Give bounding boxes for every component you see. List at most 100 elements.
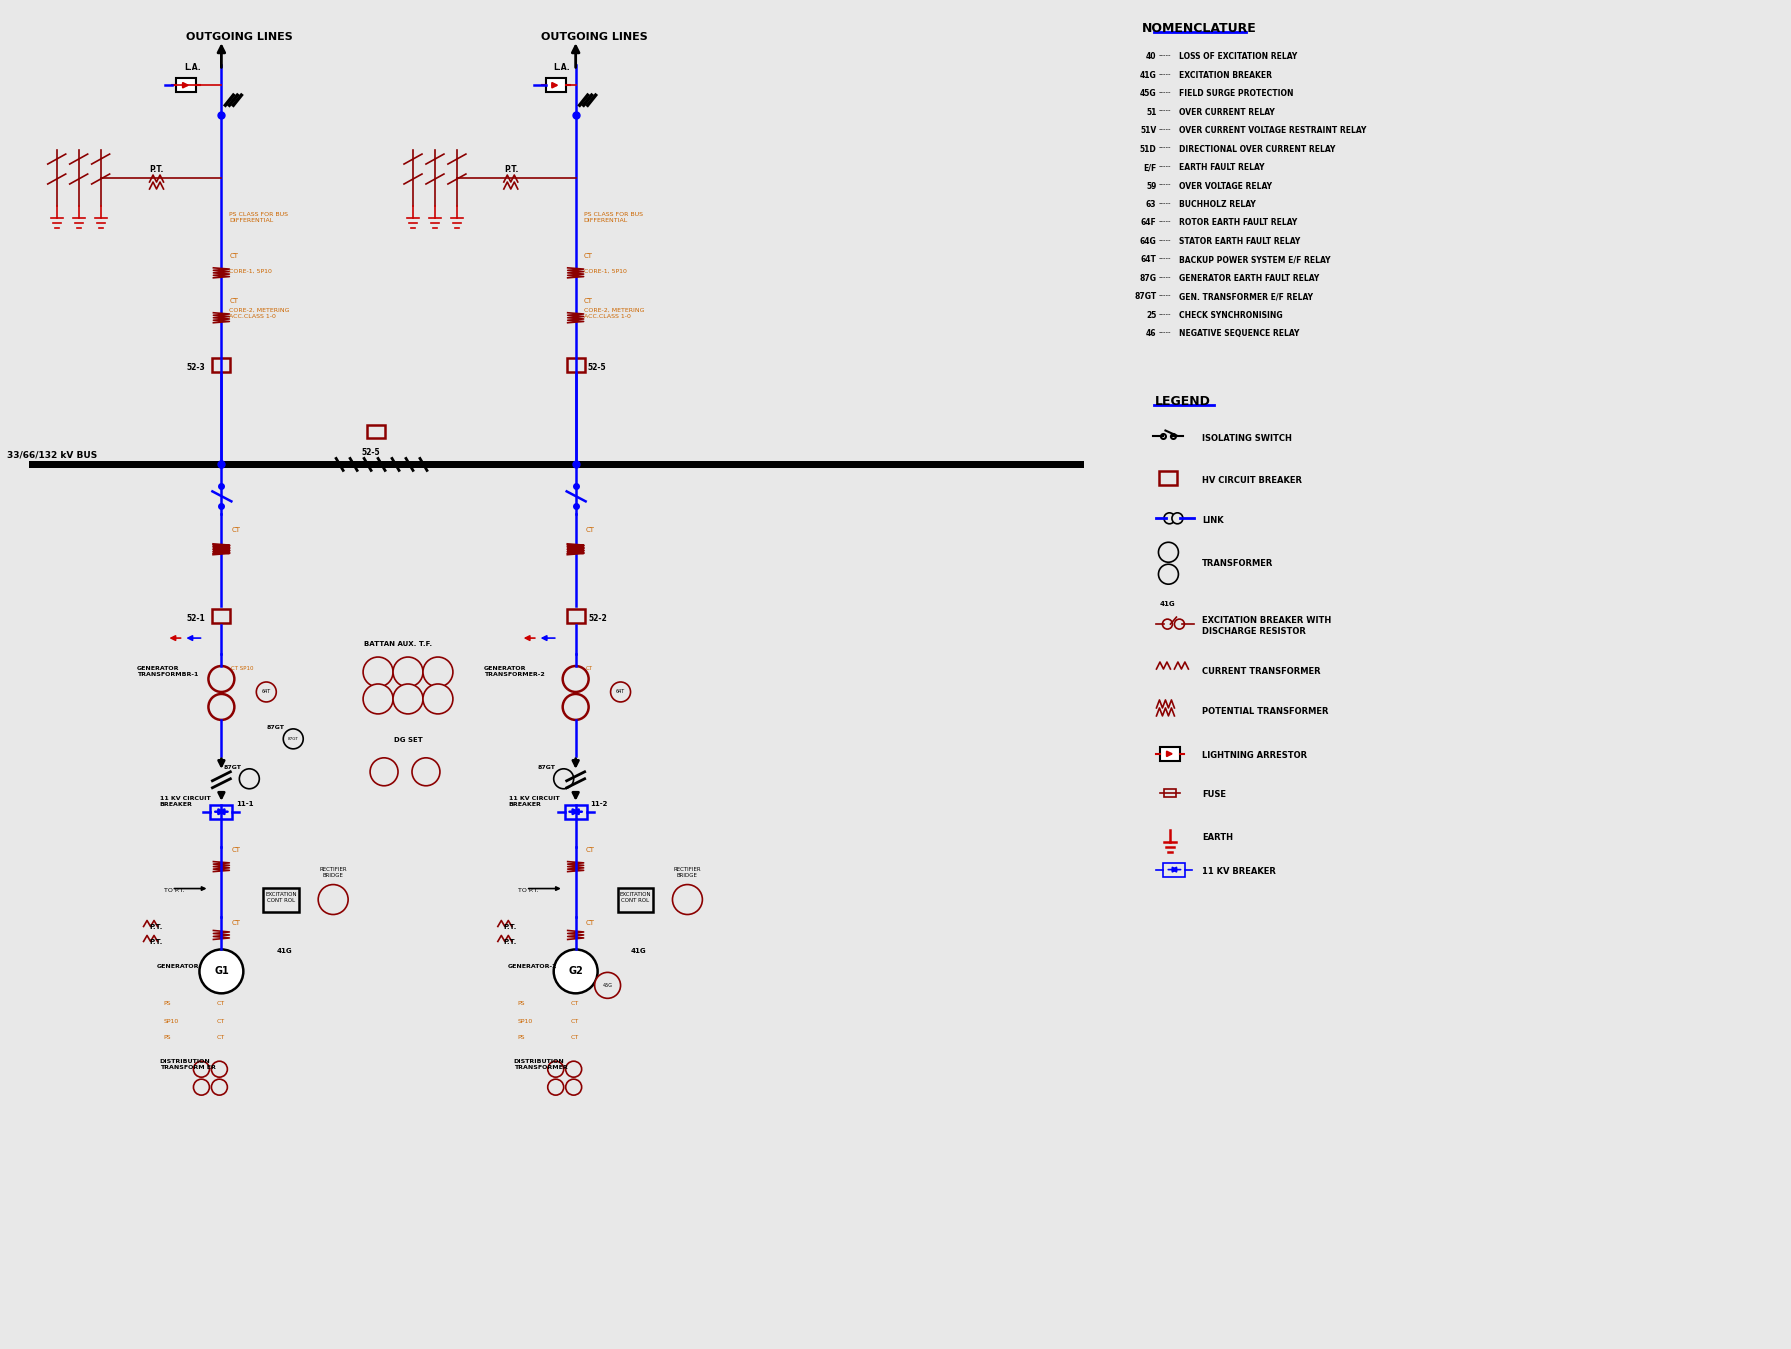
Circle shape	[553, 769, 573, 789]
Circle shape	[1164, 513, 1175, 523]
Text: 45G: 45G	[602, 983, 613, 987]
Text: PS: PS	[163, 1001, 170, 1006]
Text: 64T: 64T	[616, 689, 625, 695]
Text: CT: CT	[584, 298, 593, 304]
Text: 87G: 87G	[1139, 274, 1157, 283]
Text: CT: CT	[217, 1020, 224, 1024]
Text: 51D: 51D	[1139, 144, 1157, 154]
Circle shape	[423, 657, 453, 687]
Text: FIELD SURGE PROTECTION: FIELD SURGE PROTECTION	[1180, 89, 1293, 98]
Text: LIGHTNING ARRESTOR: LIGHTNING ARRESTOR	[1202, 751, 1307, 761]
Circle shape	[256, 683, 276, 701]
Text: CORE-1, 5P10: CORE-1, 5P10	[229, 268, 272, 274]
Text: CT: CT	[231, 920, 240, 927]
Circle shape	[208, 666, 235, 692]
Text: DISTRIBUTION
TRANSFORM ER: DISTRIBUTION TRANSFORM ER	[159, 1059, 215, 1070]
Circle shape	[392, 657, 423, 687]
Text: P.T.: P.T.	[149, 939, 163, 946]
Circle shape	[1159, 542, 1178, 563]
Text: -----: -----	[1159, 125, 1171, 132]
Circle shape	[208, 693, 235, 720]
Text: 46: 46	[1146, 329, 1157, 339]
Text: -----: -----	[1159, 163, 1171, 169]
Circle shape	[1175, 619, 1184, 629]
Text: 52-5: 52-5	[587, 363, 607, 371]
Text: NEGATIVE SEQUENCE RELAY: NEGATIVE SEQUENCE RELAY	[1180, 329, 1300, 339]
Text: -----: -----	[1159, 255, 1171, 262]
Text: CURRENT TRANSFORMER: CURRENT TRANSFORMER	[1202, 666, 1322, 676]
Text: -----: -----	[1159, 89, 1171, 96]
Circle shape	[566, 1079, 582, 1095]
Text: L.A.: L.A.	[184, 63, 201, 73]
FancyBboxPatch shape	[213, 610, 231, 623]
Text: -----: -----	[1159, 53, 1171, 58]
Text: 63: 63	[1146, 200, 1157, 209]
Text: BATTAN AUX. T.F.: BATTAN AUX. T.F.	[364, 641, 432, 648]
Text: TO P.T.: TO P.T.	[163, 888, 184, 893]
Circle shape	[392, 684, 423, 714]
Circle shape	[199, 950, 244, 993]
Text: -----: -----	[1159, 182, 1171, 188]
Text: 45G: 45G	[1139, 89, 1157, 98]
Text: HV CIRCUIT BREAKER: HV CIRCUIT BREAKER	[1202, 476, 1302, 484]
Text: CT: CT	[231, 847, 240, 853]
Circle shape	[1171, 434, 1177, 438]
Text: 52-1: 52-1	[186, 614, 206, 623]
Text: FUSE: FUSE	[1202, 791, 1227, 799]
FancyBboxPatch shape	[546, 78, 566, 92]
Text: CT: CT	[229, 298, 238, 304]
Circle shape	[211, 1079, 227, 1095]
Text: CORE-1, 5P10: CORE-1, 5P10	[584, 268, 627, 274]
Text: OVER CURRENT VOLTAGE RESTRAINT RELAY: OVER CURRENT VOLTAGE RESTRAINT RELAY	[1180, 125, 1367, 135]
Text: PS CLASS FOR BUS
DIFFERENTIAL: PS CLASS FOR BUS DIFFERENTIAL	[584, 212, 643, 223]
Text: -----: -----	[1159, 144, 1171, 151]
Text: 87GT: 87GT	[1134, 293, 1157, 301]
Text: EXCITATION BREAKER: EXCITATION BREAKER	[1180, 70, 1272, 80]
Text: 87GT: 87GT	[267, 724, 285, 730]
Text: 25: 25	[1146, 310, 1157, 320]
Text: P.T.: P.T.	[149, 165, 165, 174]
Text: 87GT: 87GT	[224, 765, 242, 770]
Text: PS CLASS FOR BUS
DIFFERENTIAL: PS CLASS FOR BUS DIFFERENTIAL	[229, 212, 288, 223]
Text: BACKUP POWER SYSTEM E/F RELAY: BACKUP POWER SYSTEM E/F RELAY	[1180, 255, 1331, 264]
Circle shape	[283, 728, 303, 749]
FancyBboxPatch shape	[566, 357, 584, 371]
Text: BUCHHOLZ RELAY: BUCHHOLZ RELAY	[1180, 200, 1255, 209]
Text: CT: CT	[571, 1035, 578, 1040]
Text: P.T.: P.T.	[503, 165, 518, 174]
Circle shape	[371, 758, 398, 785]
FancyBboxPatch shape	[618, 888, 654, 912]
Text: CT: CT	[571, 1001, 578, 1006]
Text: 51: 51	[1146, 108, 1157, 116]
Circle shape	[423, 684, 453, 714]
FancyBboxPatch shape	[1164, 862, 1186, 877]
Circle shape	[211, 1062, 227, 1077]
FancyBboxPatch shape	[1159, 471, 1177, 486]
FancyBboxPatch shape	[1164, 789, 1177, 797]
Text: CT: CT	[229, 252, 238, 259]
Circle shape	[611, 683, 630, 701]
Text: LEGEND: LEGEND	[1155, 394, 1211, 407]
Text: 40: 40	[1146, 53, 1157, 61]
Circle shape	[595, 973, 620, 998]
Circle shape	[240, 769, 260, 789]
Text: 64G: 64G	[1139, 237, 1157, 246]
Text: GENERATOR-: GENERATOR-	[156, 965, 202, 970]
Text: -----: -----	[1159, 329, 1171, 335]
Text: CT: CT	[571, 1020, 578, 1024]
Text: LOSS OF EXCITATION RELAY: LOSS OF EXCITATION RELAY	[1180, 53, 1298, 61]
Text: EXCITATION
CONT ROL: EXCITATION CONT ROL	[265, 892, 297, 902]
FancyBboxPatch shape	[263, 888, 299, 912]
Text: 64T: 64T	[261, 689, 270, 695]
Text: CT SP10: CT SP10	[231, 666, 254, 670]
Text: POTENTIAL TRANSFORMER: POTENTIAL TRANSFORMER	[1202, 707, 1329, 716]
Text: 52-3: 52-3	[186, 363, 206, 371]
Text: PS: PS	[518, 1001, 525, 1006]
Text: -----: -----	[1159, 70, 1171, 77]
FancyBboxPatch shape	[177, 78, 197, 92]
Text: OUTGOING LINES: OUTGOING LINES	[186, 32, 294, 42]
Text: CT: CT	[586, 666, 593, 670]
Circle shape	[562, 666, 589, 692]
Text: 11-2: 11-2	[591, 801, 607, 807]
Circle shape	[566, 1062, 582, 1077]
